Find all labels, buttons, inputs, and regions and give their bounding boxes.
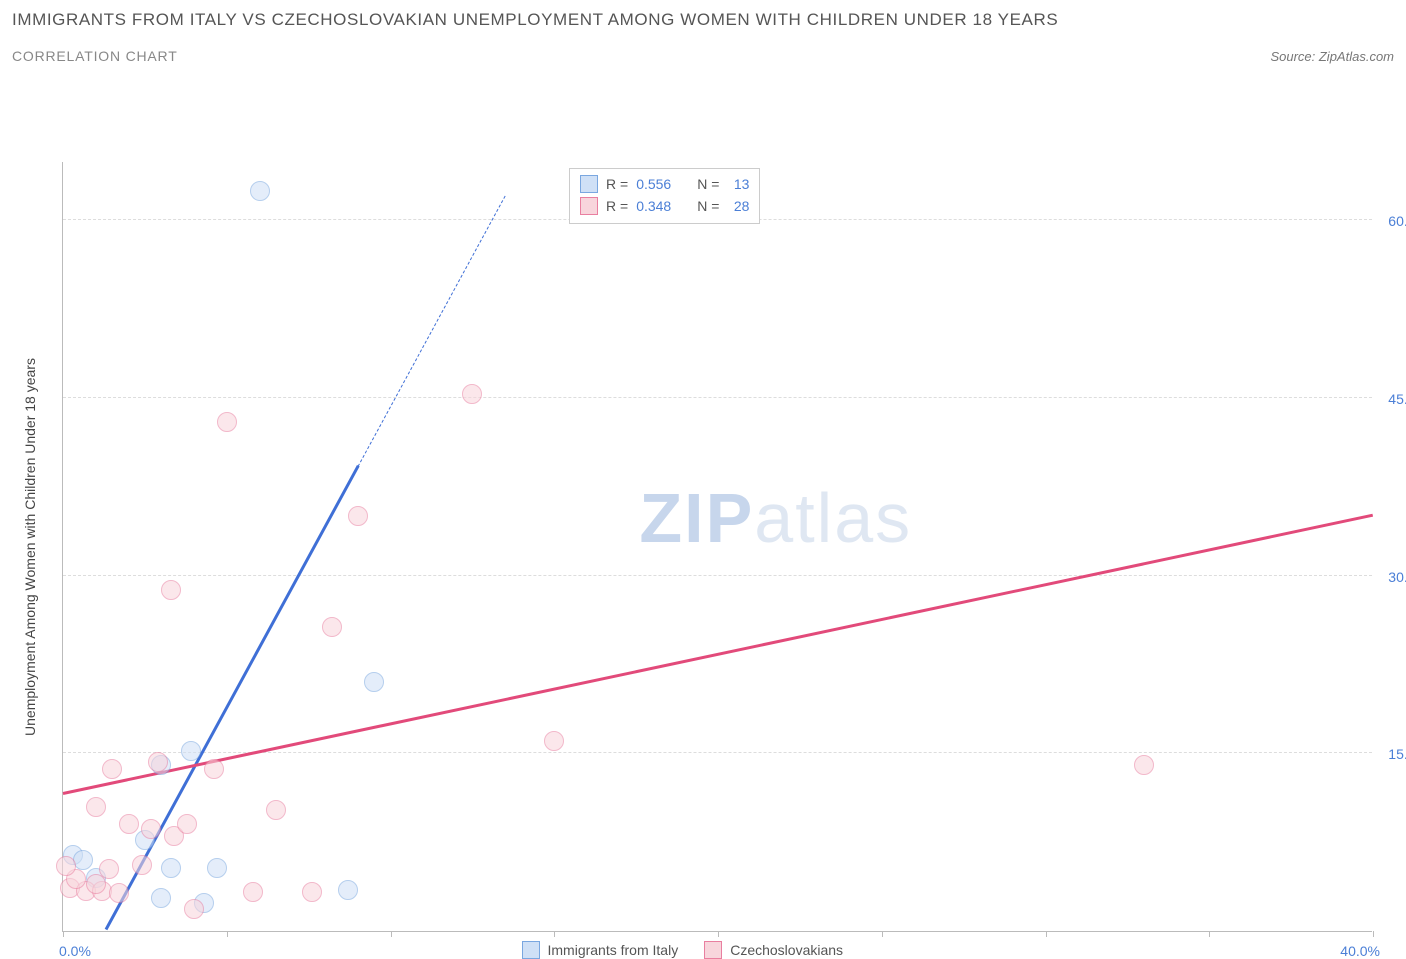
data-point [184, 899, 204, 919]
stat-n-label: N = [697, 176, 719, 192]
data-point [132, 855, 152, 875]
data-point [266, 800, 286, 820]
legend-label: Czechoslovakians [730, 942, 843, 958]
y-tick-label: 45.0% [1388, 391, 1406, 407]
plot-area: ZIPatlas 15.0%30.0%45.0%60.0%0.0%40.0%R … [62, 162, 1372, 932]
data-point [243, 882, 263, 902]
data-point [462, 384, 482, 404]
data-point [181, 741, 201, 761]
gridline [63, 575, 1372, 576]
stats-box: R = 0.556 N = 13 R = 0.348 N = 28 [569, 168, 760, 224]
x-tick [1046, 931, 1047, 937]
stat-n-label: N = [697, 198, 719, 214]
data-point [151, 888, 171, 908]
x-tick [1209, 931, 1210, 937]
gridline [63, 397, 1372, 398]
data-point [348, 506, 368, 526]
data-point [364, 672, 384, 692]
data-point [86, 797, 106, 817]
source-label: Source: ZipAtlas.com [1270, 49, 1394, 64]
y-tick-label: 60.0% [1388, 213, 1406, 229]
chart-title: IMMIGRANTS FROM ITALY VS CZECHOSLOVAKIAN… [12, 10, 1394, 30]
watermark-atlas: atlas [754, 479, 912, 557]
x-tick [391, 931, 392, 937]
data-point [161, 580, 181, 600]
stat-r-label: R = [606, 176, 628, 192]
x-tick [1373, 931, 1374, 937]
chart-subtitle: CORRELATION CHART [12, 48, 178, 64]
legend-swatch [704, 941, 722, 959]
stats-row: R = 0.348 N = 28 [580, 195, 749, 217]
data-point [161, 858, 181, 878]
data-point [56, 856, 76, 876]
stat-r-label: R = [606, 198, 628, 214]
y-axis-label: Unemployment Among Women with Children U… [22, 358, 38, 736]
legend-item: Immigrants from Italy [522, 941, 679, 959]
stat-n-value: 13 [727, 176, 749, 192]
data-point [302, 882, 322, 902]
data-point [204, 759, 224, 779]
stat-n-value: 28 [727, 198, 749, 214]
data-point [322, 617, 342, 637]
legend-swatch [522, 941, 540, 959]
x-tick-label-last: 40.0% [1340, 943, 1380, 959]
y-tick-label: 30.0% [1388, 569, 1406, 585]
legend-item: Czechoslovakians [704, 941, 843, 959]
y-tick-label: 15.0% [1388, 746, 1406, 762]
legend-swatch [580, 197, 598, 215]
legend-label: Immigrants from Italy [548, 942, 679, 958]
data-point [207, 858, 227, 878]
data-point [177, 814, 197, 834]
legend: Immigrants from Italy Czechoslovakians [522, 941, 844, 959]
legend-swatch [580, 175, 598, 193]
x-tick [63, 931, 64, 937]
data-point [544, 731, 564, 751]
x-tick [882, 931, 883, 937]
data-point [217, 412, 237, 432]
stats-row: R = 0.556 N = 13 [580, 173, 749, 195]
stat-r-value: 0.348 [636, 198, 671, 214]
trend-line-extrapolated [357, 196, 505, 467]
data-point [250, 181, 270, 201]
x-tick [554, 931, 555, 937]
data-point [86, 874, 106, 894]
data-point [1134, 755, 1154, 775]
x-tick [227, 931, 228, 937]
data-point [119, 814, 139, 834]
watermark-zip: ZIP [639, 479, 754, 557]
x-tick-label-first: 0.0% [59, 943, 91, 959]
data-point [338, 880, 358, 900]
data-point [102, 759, 122, 779]
data-point [148, 752, 168, 772]
data-point [141, 819, 161, 839]
stat-r-value: 0.556 [636, 176, 671, 192]
data-point [109, 883, 129, 903]
watermark: ZIPatlas [639, 478, 912, 558]
x-tick [718, 931, 719, 937]
